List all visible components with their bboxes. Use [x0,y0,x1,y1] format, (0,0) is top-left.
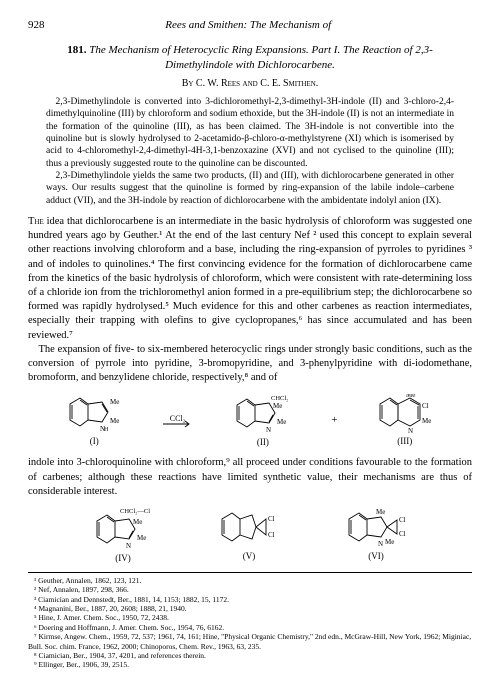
page-number: 928 [28,18,45,33]
body: The idea that dichlorocarbene is an inte… [28,215,472,385]
svg-text:N: N [126,542,131,550]
svg-text:Me: Me [110,398,119,406]
structure-III: Me Cl Me N (III) [376,394,434,447]
svg-text:Me: Me [110,417,119,425]
scheme-2: CHCl₂—Cl Me Me N (IV) Cl Cl (V) Me Cl Cl [28,507,472,564]
svg-text:Me: Me [133,518,142,526]
svg-text:Me: Me [376,509,385,516]
svg-text:Me: Me [277,418,286,426]
svg-text:Me: Me [422,417,431,425]
svg-text:Me: Me [137,534,146,542]
ref-9: ⁹ Ellinger, Ber., 1906, 39, 2515. [28,660,472,669]
body-p1: The idea that dichlorocarbene is an inte… [28,215,472,343]
ref-7: ⁷ Kirmse, Angew. Chem., 1959, 72, 537; 1… [28,632,472,651]
reagent-ccl2: CCl₂ [161,416,195,425]
svg-text:Me: Me [385,538,394,546]
running-head: Rees and Smithen: The Mechanism of [45,18,453,33]
svg-text:H: H [104,427,109,433]
abstract-p1: 2,3-Dimethylindole is converted into 3-d… [46,96,454,170]
ref-8: ⁸ Ciamician, Ber., 1904, 37, 4201, and r… [28,651,472,660]
article-title: 181. The Mechanism of Heterocyclic Ring … [58,43,442,73]
svg-text:Cl: Cl [268,531,275,539]
ref-6: ⁶ Doering and Hoffmann, J. Amer. Chem. S… [28,623,472,632]
article-number: 181. [67,44,86,56]
structure-II: CHCl₂ Me Me N (II) [233,393,293,448]
footnotes: ¹ Geuther, Annalen, 1862, 123, 121. ² Ne… [28,572,472,670]
abstract-p2: 2,3-Dimethylindole yields the same two p… [46,170,454,207]
body-cont: indole into 3-chloroquinoline with chlor… [28,456,472,499]
svg-text:N: N [378,540,383,548]
svg-text:N: N [266,426,271,434]
ref-3: ³ Ciamician and Dennstedt, Ber., 1881, 1… [28,595,472,604]
svg-text:CHCl₂—Cl: CHCl₂—Cl [120,508,150,515]
structure-VI: Me Cl Cl N Me (VI) [345,509,407,562]
svg-text:CHCl₂: CHCl₂ [271,395,288,402]
svg-text:Cl: Cl [422,402,429,410]
plus-sign: + [331,413,337,428]
running-header: 928 Rees and Smithen: The Mechanism of [28,18,472,33]
ref-2: ² Nef, Annalen, 1897, 298, 366. [28,585,472,594]
svg-text:Cl: Cl [399,530,406,538]
svg-text:Cl: Cl [268,515,275,523]
authors: By C. W. Rees and C. E. Smithen. [28,77,472,91]
abstract: 2,3-Dimethylindole is converted into 3-d… [46,96,454,207]
svg-text:Me: Me [406,394,415,399]
svg-text:N: N [408,427,413,434]
ref-4: ⁴ Magnanini, Ber., 1887, 20, 2608; 1888,… [28,604,472,613]
structure-V: Cl Cl (V) [218,509,280,562]
body-p3: indole into 3-chloroquinoline with chlor… [28,456,472,499]
structure-IV: CHCl₂—Cl Me Me N (IV) [93,507,153,564]
svg-text:Me: Me [273,402,282,410]
article-title-text: The Mechanism of Heterocyclic Ring Expan… [89,44,433,71]
structure-I: Me Me N H (I) [66,394,122,447]
ref-5: ⁵ Hine, J. Amer. Chem. Soc., 1950, 72, 2… [28,613,472,622]
svg-text:Cl: Cl [399,516,406,524]
scheme-1: Me Me N H (I) CCl₂ CHCl₂ Me Me N (II) + [28,393,472,448]
body-p2: The expansion of five- to six-membered h… [28,343,472,386]
ref-1: ¹ Geuther, Annalen, 1862, 123, 121. [28,576,472,585]
